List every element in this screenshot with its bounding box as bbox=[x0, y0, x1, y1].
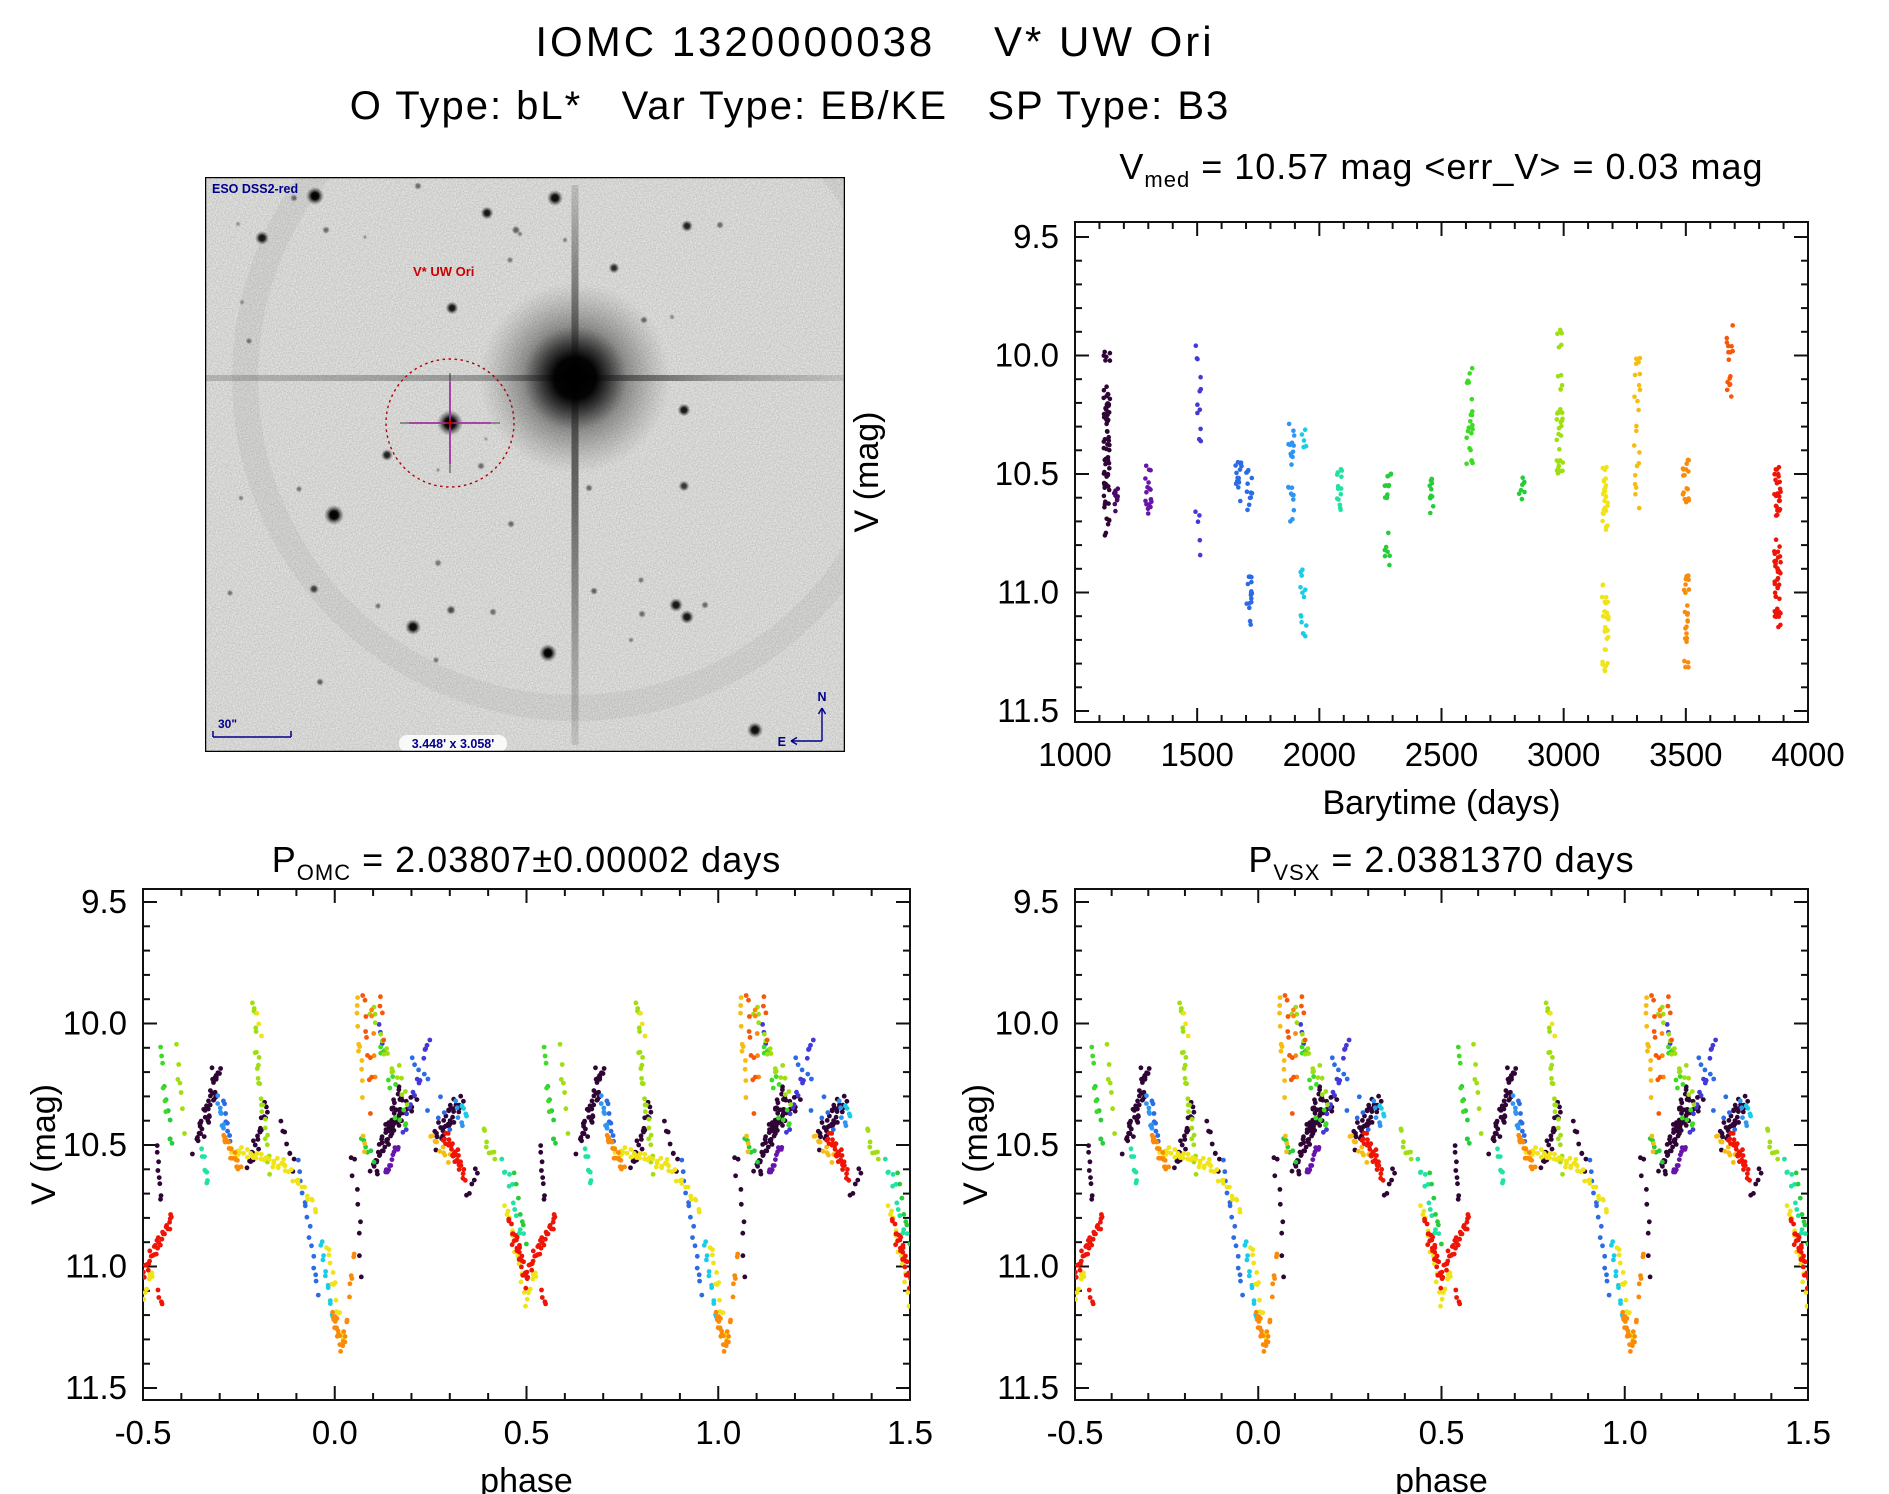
svg-text:0.5: 0.5 bbox=[504, 1414, 550, 1451]
barytime-plot-title: Vmed = 10.57 mag <err_V> = 0.03 mag bbox=[1075, 146, 1808, 193]
p-vsx-symbol: P bbox=[1248, 839, 1274, 880]
svg-text:1.0: 1.0 bbox=[695, 1414, 741, 1451]
svg-text:V (mag): V (mag) bbox=[957, 1084, 995, 1205]
svg-text:1.5: 1.5 bbox=[1785, 1414, 1831, 1451]
svg-text:10.0: 10.0 bbox=[995, 1005, 1059, 1042]
object-type-subtitle: O Type: bL* Var Type: EB/KE SP Type: B3 bbox=[349, 84, 1231, 128]
vmed-symbol: V bbox=[1119, 146, 1145, 187]
omc-period-title: POMC = 2.03807±0.00002 days bbox=[143, 839, 910, 886]
tick-labels: -0.5 0.0 0.5 1.0 1.5 9.5 10.0 10.5 11.0 11.5 bbox=[63, 883, 933, 1451]
svg-text:3000: 3000 bbox=[1527, 736, 1600, 773]
svg-text:2500: 2500 bbox=[1405, 736, 1478, 773]
p-omc-subscript: OMC bbox=[296, 860, 352, 886]
target-name-label: V* UW Ori bbox=[413, 264, 474, 279]
survey-label: ESO DSS2-red bbox=[212, 182, 298, 196]
p-omc-value: = 2.03807±0.00002 days bbox=[351, 839, 782, 880]
svg-text:2000: 2000 bbox=[1283, 736, 1356, 773]
svg-text:1.0: 1.0 bbox=[1602, 1414, 1648, 1451]
svg-text:9.5: 9.5 bbox=[81, 883, 127, 920]
phase_folded_omc-points bbox=[143, 993, 910, 1354]
svg-text:1500: 1500 bbox=[1160, 736, 1233, 773]
svg-text:4000: 4000 bbox=[1771, 736, 1844, 773]
p-vsx-value: = 2.0381370 days bbox=[1320, 839, 1635, 880]
phase_folded_vsx-points bbox=[1075, 993, 1808, 1354]
vmed-subscript: med bbox=[1144, 167, 1191, 193]
p-vsx-subscript: VSX bbox=[1273, 860, 1321, 886]
page-title: IOMC 1320000038 V* UW Ori bbox=[535, 18, 1215, 65]
svg-text:phase: phase bbox=[1395, 1462, 1488, 1494]
svg-text:-0.5: -0.5 bbox=[115, 1414, 172, 1451]
axis-frame bbox=[1074, 888, 1809, 1401]
svg-text:9.5: 9.5 bbox=[1013, 218, 1059, 255]
svg-text:1000: 1000 bbox=[1038, 736, 1111, 773]
svg-text:10.5: 10.5 bbox=[995, 1126, 1059, 1163]
p-omc-symbol: P bbox=[271, 839, 297, 880]
axis-titles: phase V (mag) bbox=[957, 1084, 1488, 1494]
svg-text:0.0: 0.0 bbox=[312, 1414, 358, 1451]
svg-text:11.5: 11.5 bbox=[997, 1369, 1059, 1406]
svg-text:0.0: 0.0 bbox=[1235, 1414, 1281, 1451]
svg-text:-0.5: -0.5 bbox=[1047, 1414, 1104, 1451]
svg-text:11.5: 11.5 bbox=[65, 1369, 127, 1406]
compass-north-label: N bbox=[817, 690, 826, 704]
svg-text:10.0: 10.0 bbox=[995, 337, 1059, 374]
compass bbox=[790, 707, 827, 746]
scale-bar bbox=[212, 731, 292, 738]
tick-labels: -0.5 0.0 0.5 1.0 1.5 9.5 10.0 10.5 11.0 11.5 bbox=[995, 883, 1831, 1451]
svg-text:1.5: 1.5 bbox=[887, 1414, 933, 1451]
svg-text:phase: phase bbox=[480, 1462, 573, 1494]
svg-text:0.5: 0.5 bbox=[1419, 1414, 1465, 1451]
svg-text:3500: 3500 bbox=[1649, 736, 1722, 773]
compass-east-label: E bbox=[778, 735, 786, 749]
axis-titles: phase V (mag) bbox=[25, 1084, 573, 1494]
svg-text:10.0: 10.0 bbox=[63, 1005, 127, 1042]
svg-text:11.0: 11.0 bbox=[997, 574, 1059, 611]
vmed-value: = 10.57 mag <err_V> = 0.03 mag bbox=[1190, 146, 1764, 187]
svg-text:11.0: 11.0 bbox=[65, 1248, 127, 1285]
svg-text:Barytime (days): Barytime (days) bbox=[1322, 784, 1560, 822]
svg-text:V (mag): V (mag) bbox=[25, 1084, 63, 1205]
svg-text:10.5: 10.5 bbox=[63, 1126, 127, 1163]
scale-bar-label: 30" bbox=[218, 717, 237, 731]
svg-text:11.5: 11.5 bbox=[997, 692, 1059, 729]
fov-size-label: 3.448' x 3.058' bbox=[412, 737, 494, 751]
svg-text:11.0: 11.0 bbox=[997, 1248, 1059, 1285]
axis-frame bbox=[1074, 221, 1809, 723]
photographic-grain bbox=[205, 177, 845, 752]
tick-labels: 1000 1500 2000 2500 3000 3500 4000 9.5 10.0 10.5 1… bbox=[995, 218, 1845, 773]
svg-text:V (mag): V (mag) bbox=[848, 412, 886, 533]
barytime-scatter-points bbox=[1101, 323, 1783, 674]
finding-chart-image: ESO DSS2-red V* UW Ori 30" 3.448' x 3.058' N… bbox=[205, 177, 845, 752]
svg-text:9.5: 9.5 bbox=[1013, 883, 1059, 920]
vsx-period-title: PVSX = 2.0381370 days bbox=[1075, 839, 1808, 886]
svg-text:10.5: 10.5 bbox=[995, 455, 1059, 492]
axis-titles: Barytime (days) V (mag) bbox=[848, 412, 1561, 822]
axis-frame bbox=[142, 888, 911, 1401]
